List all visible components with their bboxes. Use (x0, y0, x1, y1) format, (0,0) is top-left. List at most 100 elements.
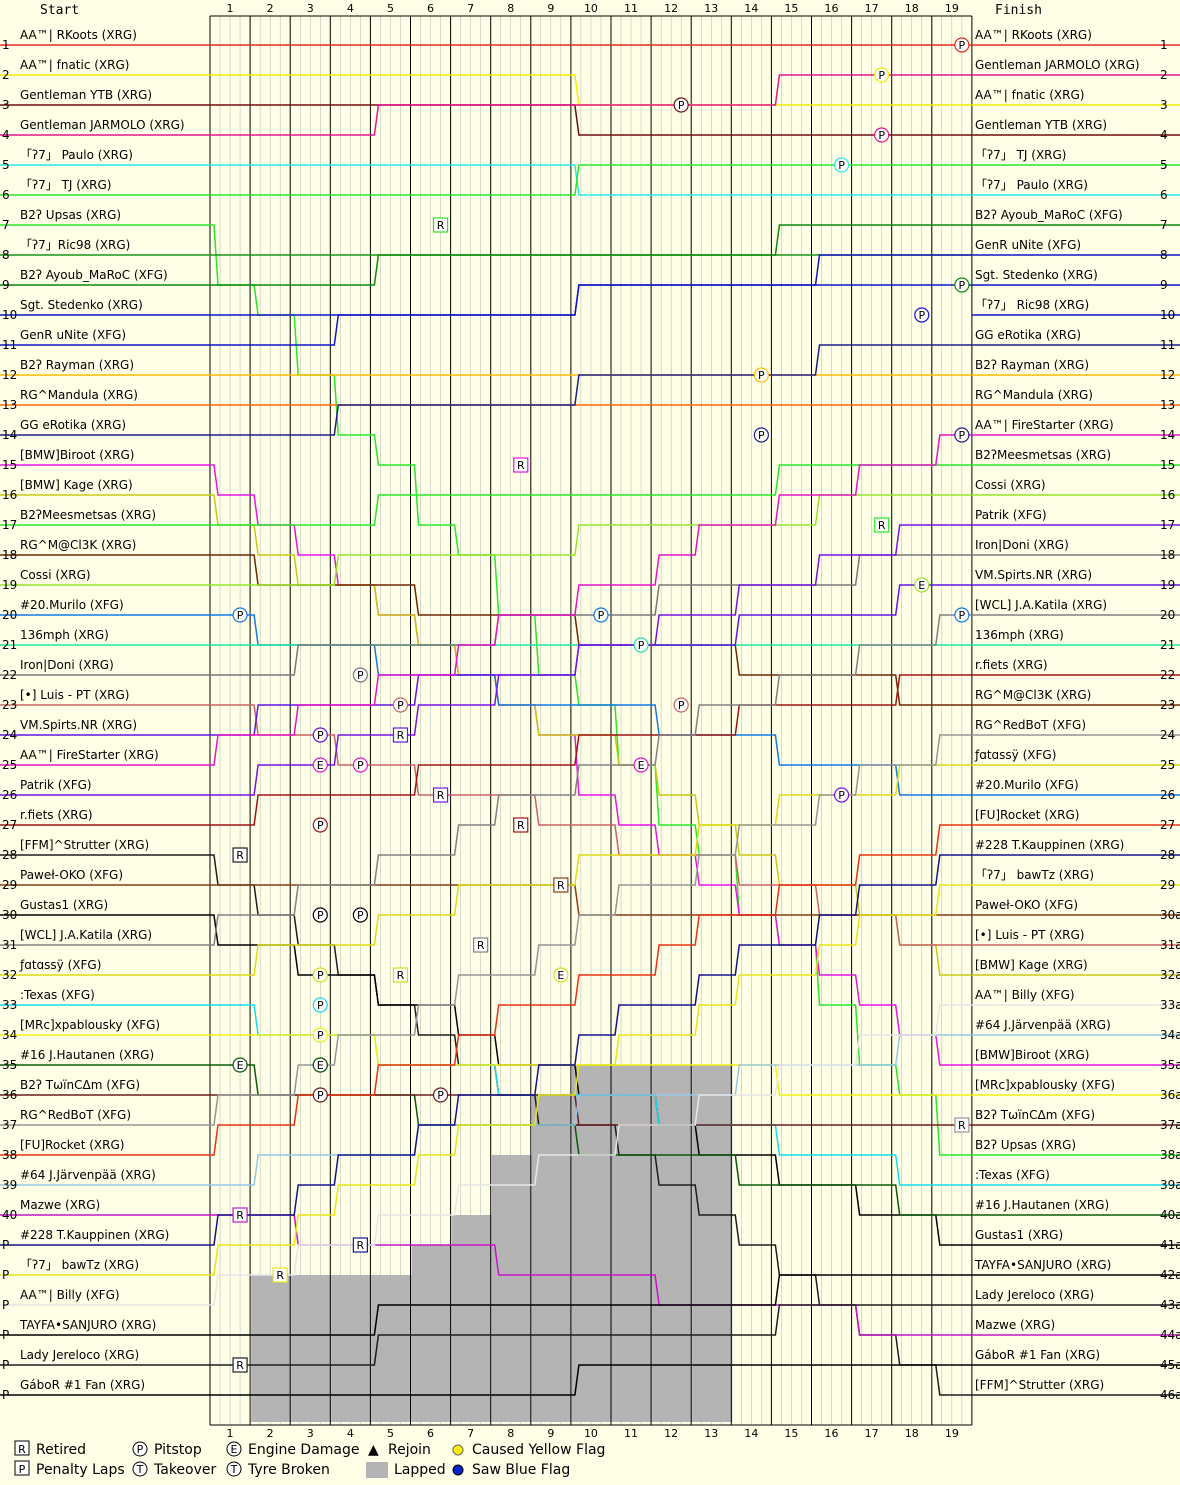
event-letter: P (317, 1029, 324, 1042)
event-marker-engine: E (914, 577, 930, 593)
start-driver-label: 「ʔ7」 TJ (XRG) (20, 178, 111, 192)
event-letter: P (959, 609, 966, 622)
start-position-number: 15 (2, 458, 17, 472)
start-driver-label: Gentleman YTB (XRG) (20, 88, 152, 102)
start-driver-label: ƒɑtɑssÿ (XFG) (19, 958, 101, 972)
start-position-number: 21 (2, 638, 17, 652)
finish-position-number: 24 (1160, 728, 1175, 742)
event-marker-retired: R (874, 517, 890, 533)
legend-label: Saw Blue Flag (472, 1462, 570, 1478)
finish-position-number: 43a (1160, 1298, 1180, 1312)
lap-tick-top: 7 (467, 2, 474, 15)
finish-driver-label: Lady Jereloco (XRG) (975, 1288, 1094, 1302)
event-marker-retired: R (954, 1117, 970, 1133)
driver-line (210, 464, 972, 1066)
finish-position-number: 36a (1160, 1088, 1180, 1102)
start-position-number: 2 (2, 68, 10, 82)
legend-symbol: P (137, 1443, 144, 1456)
finish-position-number: 30a (1160, 908, 1180, 922)
start-position-number: 29 (2, 878, 17, 892)
finish-driver-label: AA™| RKoots (XRG) (975, 28, 1092, 42)
event-letter: P (317, 819, 324, 832)
finish-position-number: 4 (1160, 128, 1168, 142)
finish-driver-label: 「ʔ7」 Paulo (XRG) (975, 178, 1088, 192)
lap-tick-top: 15 (784, 2, 798, 15)
start-driver-label: RG^RedBoT (XFG) (20, 1108, 131, 1122)
start-position-number: 9 (2, 278, 10, 292)
driver-line (210, 554, 972, 676)
lap-tick-top: 17 (865, 2, 879, 15)
finish-driver-label: Gustas1 (XRG) (975, 1228, 1063, 1242)
finish-driver-label: GG eRotika (XRG) (975, 328, 1081, 342)
lap-tick-bottom: 14 (744, 1427, 758, 1440)
event-marker-pitstop: P (312, 907, 328, 923)
legend-label: Penalty Laps (36, 1462, 125, 1478)
event-letter: R (517, 819, 525, 832)
event-marker-engine: E (312, 757, 328, 773)
legend-symbol: ▲ (368, 1442, 379, 1458)
legend-symbol: T (136, 1463, 144, 1476)
finish-driver-label: Cossi (XRG) (975, 478, 1046, 492)
event-letter: P (959, 429, 966, 442)
lap-tick-bottom: 2 (267, 1427, 274, 1440)
event-circle (312, 997, 328, 1013)
event-letter: P (357, 909, 364, 922)
finish-driver-label: AA™| FireStarter (XRG) (975, 418, 1114, 432)
event-marker-retired: R (513, 457, 529, 473)
finish-position-number: 1 (1160, 38, 1168, 52)
start-position-number: 16 (2, 488, 17, 502)
lap-tick-top: 11 (624, 2, 638, 15)
event-letter: E (557, 969, 564, 982)
finish-position-number: 21 (1160, 638, 1175, 652)
start-driver-label: Gustas1 (XRG) (20, 898, 108, 912)
finish-driver-label: [FFM]^Strutter (XRG) (975, 1378, 1104, 1392)
driver-line (210, 524, 972, 796)
lap-tick-top: 10 (584, 2, 598, 15)
driver-line (210, 434, 972, 766)
retired-box (272, 1267, 288, 1283)
finish-position-number: 38a (1160, 1148, 1180, 1162)
finish-driver-label: GenR uNite (XFG) (975, 238, 1081, 252)
finish-position-number: 45a (1160, 1358, 1180, 1372)
finish-position-number: 37a (1160, 1118, 1180, 1132)
event-circle (833, 157, 850, 173)
finish-position-number: 10 (1160, 308, 1175, 322)
lap-tick-bottom: 9 (547, 1427, 554, 1440)
legend-item: ▲ Rejoin (368, 1442, 431, 1458)
start-position-number: 20 (2, 608, 17, 622)
finish-position-number: 3 (1160, 98, 1168, 112)
event-letter: P (838, 789, 845, 802)
event-letter: P (959, 39, 966, 52)
start-driver-label: Patrik (XFG) (20, 778, 92, 792)
start-driver-label: #64 J.Järvenpää (XRG) (20, 1168, 156, 1182)
event-letter: P (838, 159, 845, 172)
start-driver-label: [FFM]^Strutter (XRG) (20, 838, 149, 852)
event-marker-retired: R (232, 847, 248, 863)
start-position-number: 34 (2, 1028, 17, 1042)
event-circle (753, 367, 769, 383)
finish-driver-label: #64 J.Järvenpää (XRG) (975, 1018, 1111, 1032)
event-marker-retired: R (432, 787, 449, 803)
driver-lines (210, 44, 972, 1396)
event-marker-pitstop: P (954, 277, 970, 293)
legend-symbol: T (230, 1463, 238, 1476)
event-marker-retired: R (513, 817, 529, 833)
retired-box (352, 1237, 368, 1253)
event-marker-retired: R (473, 937, 489, 953)
legend-item: Saw Blue Flag (452, 1462, 570, 1478)
event-circle (914, 307, 930, 323)
legend-symbol: E (231, 1443, 238, 1456)
start-driver-label: 「ʔ7」 bawTz (XRG) (20, 1258, 139, 1272)
event-circle (633, 637, 649, 653)
finish-position-number: 35a (1160, 1058, 1180, 1072)
finish-position-number: 22 (1160, 668, 1175, 682)
lap-tick-top: 16 (825, 2, 839, 15)
finish-driver-label: #20.Murilo (XFG) (975, 778, 1079, 792)
start-driver-label: B2ʔ Ayoub_MaRoC (XFG) (20, 268, 168, 282)
event-circle (753, 427, 769, 443)
driver-line (210, 824, 972, 1156)
start-position-number: 17 (2, 518, 17, 532)
start-driver-label: Iron|Doni (XRG) (20, 658, 114, 672)
driver-line (210, 1034, 972, 1096)
event-letter: P (598, 609, 605, 622)
